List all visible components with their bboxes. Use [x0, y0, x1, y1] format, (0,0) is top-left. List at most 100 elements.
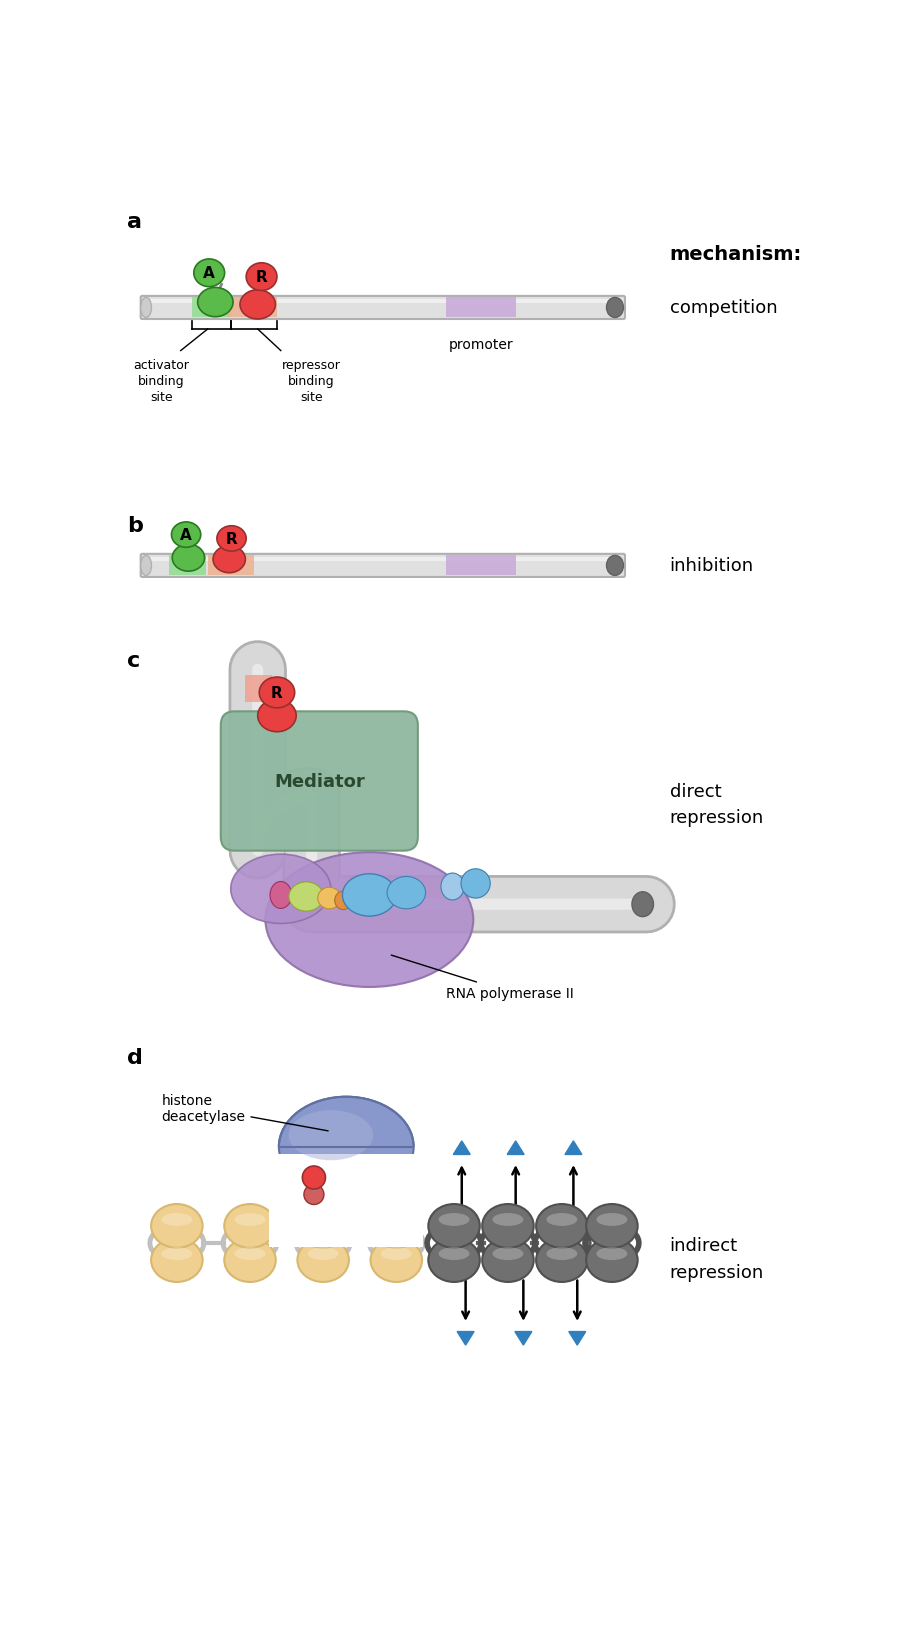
- Ellipse shape: [596, 1213, 627, 1226]
- Ellipse shape: [461, 869, 489, 898]
- Text: R: R: [256, 270, 267, 285]
- FancyBboxPatch shape: [220, 711, 417, 851]
- Text: inhibition: inhibition: [669, 557, 753, 575]
- Ellipse shape: [606, 556, 623, 575]
- Polygon shape: [568, 1333, 585, 1346]
- Ellipse shape: [246, 264, 276, 292]
- Text: R: R: [271, 685, 283, 700]
- Ellipse shape: [334, 892, 351, 910]
- Text: a: a: [126, 211, 142, 233]
- Polygon shape: [507, 1141, 524, 1155]
- Ellipse shape: [270, 882, 292, 910]
- Ellipse shape: [307, 1213, 339, 1226]
- Ellipse shape: [370, 1205, 422, 1247]
- Ellipse shape: [428, 1205, 479, 1247]
- Text: histone
deacetylase: histone deacetylase: [162, 1093, 328, 1131]
- Polygon shape: [452, 1141, 470, 1155]
- Ellipse shape: [438, 1247, 469, 1260]
- Ellipse shape: [151, 1205, 202, 1247]
- Ellipse shape: [217, 526, 246, 552]
- Bar: [192, 298, 230, 318]
- Polygon shape: [564, 1141, 582, 1155]
- Ellipse shape: [279, 1096, 414, 1196]
- Ellipse shape: [239, 290, 275, 320]
- Ellipse shape: [631, 892, 653, 918]
- Ellipse shape: [535, 1205, 587, 1247]
- Text: R: R: [226, 531, 237, 547]
- Ellipse shape: [172, 523, 200, 547]
- Ellipse shape: [438, 1213, 469, 1226]
- Text: competition: competition: [669, 300, 777, 318]
- Text: activator
binding
site: activator binding site: [134, 359, 190, 405]
- Ellipse shape: [151, 1239, 202, 1282]
- Ellipse shape: [172, 544, 204, 572]
- Ellipse shape: [428, 1239, 479, 1282]
- Ellipse shape: [545, 1213, 577, 1226]
- Bar: [446, 556, 515, 575]
- Text: d: d: [126, 1047, 143, 1067]
- Ellipse shape: [297, 1205, 349, 1247]
- Text: A: A: [180, 528, 191, 543]
- Ellipse shape: [370, 1239, 422, 1282]
- Text: c: c: [126, 651, 140, 670]
- Ellipse shape: [441, 874, 463, 900]
- Text: A: A: [203, 266, 215, 282]
- Ellipse shape: [224, 1205, 275, 1247]
- Ellipse shape: [265, 852, 473, 987]
- Ellipse shape: [162, 1247, 192, 1260]
- Polygon shape: [515, 1333, 531, 1346]
- Ellipse shape: [606, 298, 623, 318]
- Bar: [227, 298, 276, 318]
- Bar: [245, 675, 272, 703]
- Bar: [208, 556, 254, 575]
- Ellipse shape: [297, 1239, 349, 1282]
- Ellipse shape: [234, 1213, 265, 1226]
- Ellipse shape: [230, 854, 330, 924]
- Ellipse shape: [257, 700, 296, 733]
- Ellipse shape: [380, 1213, 411, 1226]
- Ellipse shape: [596, 1247, 627, 1260]
- Ellipse shape: [545, 1247, 577, 1260]
- Bar: [146, 557, 615, 562]
- Ellipse shape: [162, 1213, 192, 1226]
- Circle shape: [302, 1167, 325, 1190]
- Ellipse shape: [141, 556, 152, 575]
- Ellipse shape: [481, 1205, 533, 1247]
- Text: b: b: [126, 516, 143, 536]
- Text: mechanism:: mechanism:: [669, 244, 801, 264]
- Text: direct
repression: direct repression: [669, 782, 763, 826]
- FancyBboxPatch shape: [141, 554, 624, 577]
- Ellipse shape: [288, 1111, 373, 1160]
- Ellipse shape: [289, 882, 323, 911]
- Circle shape: [303, 1185, 323, 1205]
- Ellipse shape: [342, 874, 396, 916]
- Ellipse shape: [481, 1239, 533, 1282]
- Bar: [446, 298, 515, 318]
- Text: Mediator: Mediator: [274, 772, 364, 790]
- Text: repressor
binding
site: repressor binding site: [282, 359, 340, 405]
- Bar: [269, 1155, 423, 1247]
- Ellipse shape: [318, 888, 340, 910]
- Ellipse shape: [234, 1247, 265, 1260]
- Text: promoter: promoter: [448, 338, 513, 351]
- Ellipse shape: [585, 1205, 637, 1247]
- Bar: [169, 556, 206, 575]
- Ellipse shape: [492, 1213, 523, 1226]
- Ellipse shape: [380, 1247, 411, 1260]
- Text: RNA polymerase II: RNA polymerase II: [391, 956, 573, 1000]
- Bar: [146, 300, 615, 303]
- Ellipse shape: [307, 1247, 339, 1260]
- Text: indirect
repression: indirect repression: [669, 1236, 763, 1280]
- Ellipse shape: [386, 877, 425, 910]
- FancyBboxPatch shape: [141, 297, 624, 320]
- Ellipse shape: [198, 288, 233, 318]
- Polygon shape: [457, 1333, 473, 1346]
- Ellipse shape: [224, 1239, 275, 1282]
- Ellipse shape: [585, 1239, 637, 1282]
- Ellipse shape: [193, 259, 224, 287]
- Ellipse shape: [259, 677, 294, 708]
- Ellipse shape: [492, 1247, 523, 1260]
- Ellipse shape: [213, 546, 245, 574]
- Ellipse shape: [535, 1239, 587, 1282]
- Ellipse shape: [141, 298, 152, 318]
